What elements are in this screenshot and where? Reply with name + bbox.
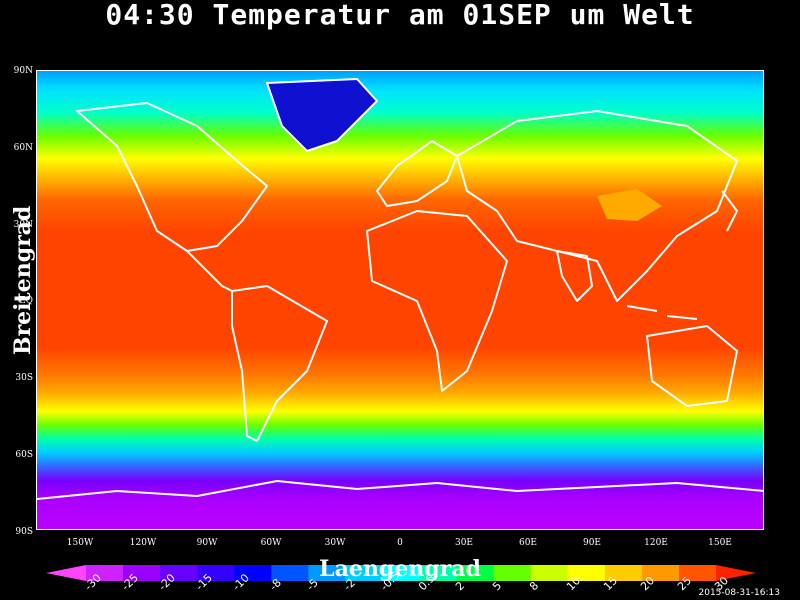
legend-swatch: [197, 565, 235, 581]
legend-swatch: [604, 565, 643, 581]
legend-swatch: [382, 565, 421, 581]
x-tick-label: 90W: [196, 538, 218, 548]
temperature-field: [37, 71, 763, 529]
legend-swatch: [567, 565, 606, 581]
legend-arrow-low: [46, 565, 86, 581]
y-tick-label: 30S: [15, 373, 33, 383]
x-axis-title: Laengengrad: [319, 556, 481, 582]
color-legend-bar: [46, 565, 756, 581]
y-tick-label: 60S: [15, 450, 33, 460]
temperature-map: [36, 70, 764, 530]
map-title: 04:30 Temperatur am 01SEP um Welt: [105, 0, 695, 31]
x-tick-label: 90E: [582, 538, 602, 548]
legend-swatch: [234, 565, 272, 581]
x-tick-label: 30E: [454, 538, 474, 548]
legend-swatch: [678, 565, 717, 581]
y-tick-label: 60N: [13, 143, 33, 153]
y-tick-label: 30N: [13, 220, 33, 230]
x-tick-label: 0: [397, 538, 403, 548]
legend-swatch: [345, 565, 383, 581]
y-tick-label: 90S: [15, 527, 33, 537]
x-tick-label: 150E: [708, 538, 732, 548]
legend-swatch: [456, 565, 495, 581]
legend-swatch: [123, 565, 161, 581]
legend-swatch: [86, 565, 124, 581]
y-tick-label: EQ: [19, 296, 33, 306]
legend-swatch: [308, 565, 346, 581]
legend-swatch: [530, 565, 569, 581]
legend-arrow-high: [716, 565, 756, 581]
x-tick-label: 60W: [260, 538, 282, 548]
x-tick-label: 150W: [66, 538, 94, 548]
legend-swatch: [493, 565, 532, 581]
timestamp: 2015-08-31-16:13: [698, 588, 781, 598]
x-tick-label: 30W: [324, 538, 346, 548]
legend-swatch: [641, 565, 680, 581]
x-tick-label: 120W: [129, 538, 157, 548]
y-tick-label: 90N: [13, 66, 33, 76]
legend-swatch: [419, 565, 458, 581]
legend-swatch: [271, 565, 309, 581]
x-tick-label: 120E: [644, 538, 668, 548]
y-axis-title: Breitengrad: [10, 205, 36, 355]
legend-swatch: [160, 565, 198, 581]
x-tick-label: 60E: [518, 538, 538, 548]
